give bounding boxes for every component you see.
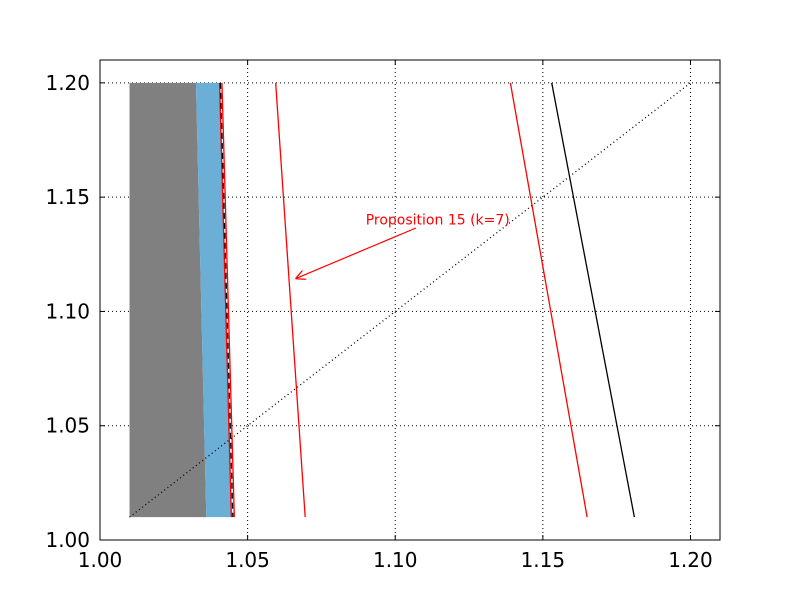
x-tick-label: 1.05 (225, 548, 270, 572)
series-line-2 (221, 82, 235, 518)
y-tick-label: 1.20 (45, 71, 90, 95)
shaded-region-0 (129, 82, 207, 518)
x-tick-label: 1.20 (668, 548, 713, 572)
annotation-arrow (296, 227, 417, 278)
series-line-3 (275, 82, 306, 518)
series-lines (129, 82, 691, 518)
series-line-5 (551, 82, 636, 518)
annotations: Proposition 15 (k=7) (296, 213, 510, 279)
annotation-label: Proposition 15 (k=7) (366, 213, 510, 229)
series-line-1 (219, 82, 234, 518)
x-tick-label: 1.10 (373, 548, 418, 572)
y-tick-label: 1.10 (45, 299, 90, 323)
x-tick-label: 1.15 (521, 548, 566, 572)
y-tick-label: 1.15 (45, 185, 90, 209)
series-line-0 (218, 82, 233, 518)
y-tick-label: 1.05 (45, 414, 90, 438)
y-tick-label: 1.00 (45, 528, 90, 552)
plot-frame (99, 59, 721, 541)
series-line-4 (509, 82, 588, 518)
ticks: 1.00 1.05 1.10 1.15 1.20 1.00 1.05 1.10 1.15 1.20 (45, 60, 720, 572)
x-tick-label: 1.00 (78, 548, 123, 572)
shaded-regions (129, 82, 232, 518)
